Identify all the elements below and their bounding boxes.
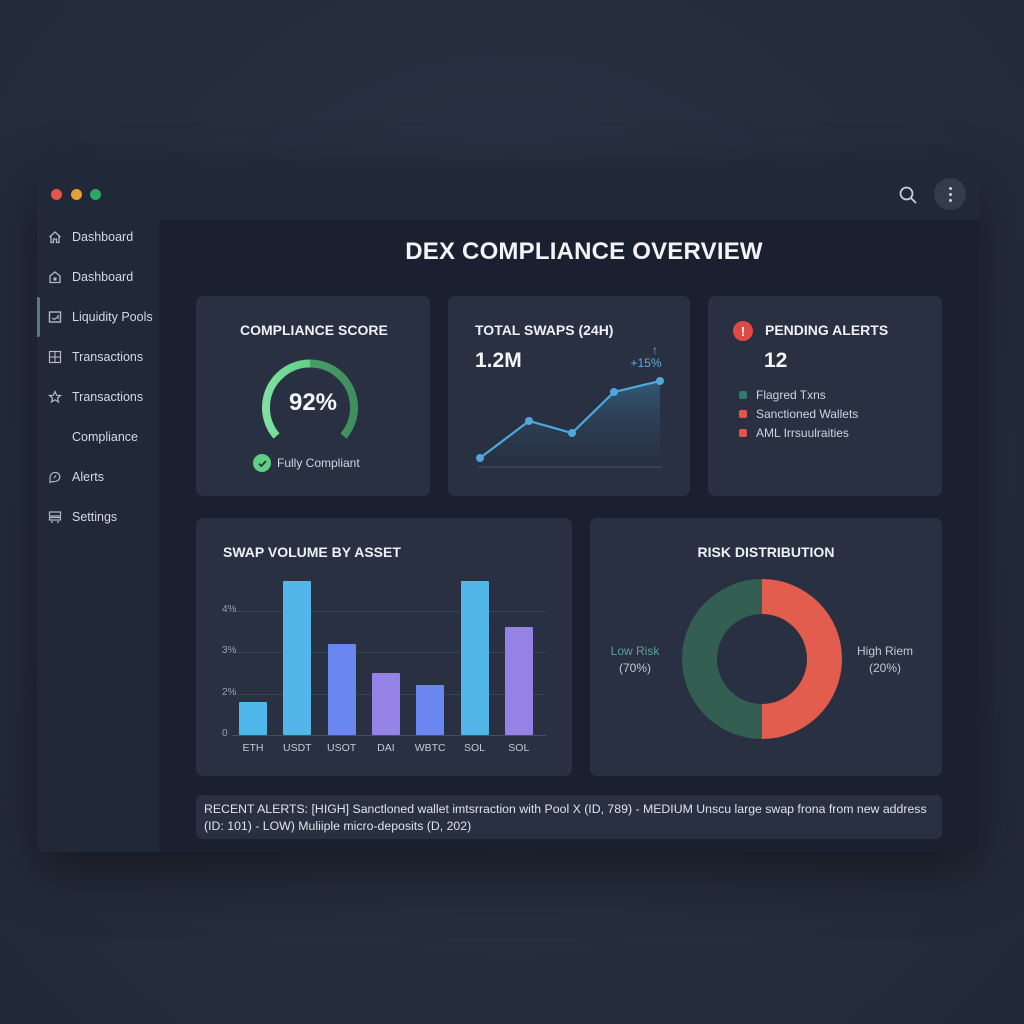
bar-usot[interactable] (327, 643, 356, 735)
sidebar-item-label: Dashboard (72, 270, 134, 284)
grid-icon (47, 349, 63, 365)
x-axis-label: SOL (463, 742, 485, 754)
compliance-status: Fully Compliant (253, 454, 360, 472)
gridline (232, 652, 546, 653)
alert-circle-icon: ! (733, 321, 753, 341)
more-vertical-icon-dot (948, 192, 952, 196)
low-risk-name: Low Risk (610, 644, 660, 658)
star-icon (47, 389, 63, 405)
sidebar-item-transactions-2[interactable]: Transactions (37, 382, 159, 412)
bar-wbtc[interactable] (416, 685, 445, 735)
sidebar-item-label: Transactions (72, 390, 144, 404)
total-swaps-value: 1.2M (475, 349, 522, 372)
x-axis-label: USOT (327, 742, 357, 754)
check-circle-icon (253, 454, 271, 472)
risk-donut-chart (682, 579, 842, 739)
pool-chart-icon (47, 309, 63, 325)
maximize-window-button[interactable] (90, 189, 101, 200)
more-options-button[interactable] (934, 178, 966, 210)
card-title: TOTAL SWAPS (24H) (475, 322, 614, 338)
alert-badge-icon (47, 469, 63, 485)
page-title: DEX COMPLIANCE OVERVIEW (405, 238, 763, 265)
legend-label: Flagred Txns (756, 388, 826, 402)
x-axis-label: SOL (508, 742, 530, 754)
legend-swatch (739, 391, 747, 399)
server-icon (47, 509, 63, 525)
swaps-delta: ↑ +15% (626, 344, 666, 370)
legend-item-flagged-txns: Flagred Txns (739, 388, 826, 402)
house-lock-icon (47, 269, 63, 285)
high-risk-label: High Riem (20%) (849, 643, 921, 677)
swap-volume-card: SWAP VOLUME BY ASSET 0 2% 3% 4% ETH USDT USOT D… (196, 518, 572, 776)
more-vertical-icon (948, 186, 952, 190)
search-button[interactable] (895, 182, 921, 208)
sidebar-item-compliance[interactable]: Compliance (37, 422, 159, 452)
search-icon (899, 186, 917, 204)
sidebar-item-alerts[interactable]: Alerts (37, 462, 159, 492)
pending-alerts-card: ! PENDING ALERTS 12 Flagred Txns Sanctio… (708, 296, 942, 496)
x-axis-label: DAI (377, 742, 395, 754)
gridline (232, 610, 546, 612)
legend-swatch (739, 429, 747, 437)
bar-eth[interactable] (239, 701, 267, 735)
legend-item-aml-irregularities: AML Irrsuulraities (739, 426, 849, 440)
sidebar-item-settings[interactable]: Settings (37, 502, 159, 532)
pending-alerts-count: 12 (764, 349, 788, 372)
bar-sol[interactable] (504, 627, 533, 735)
x-axis-label: WBTC (414, 742, 446, 754)
minimize-window-button[interactable] (71, 189, 82, 200)
title-bar (37, 168, 979, 220)
sidebar-item-liquidity-pools[interactable]: Liquidity Pools (37, 297, 159, 337)
bar-usdt[interactable] (283, 581, 312, 735)
y-axis-tick: 0 (222, 728, 228, 739)
y-axis-tick: 3% (222, 645, 237, 656)
y-axis-tick: 4% (222, 603, 237, 615)
compliance-score-card: COMPLIANCE SCORE 92% Fully Compliant (196, 296, 430, 496)
legend-item-sanctioned-wallets: Sanctioned Wallets (739, 407, 858, 421)
sidebar-item-label: Transactions (72, 350, 144, 364)
y-axis-tick: 2% (222, 686, 237, 698)
swaps-delta-value: +15% (630, 356, 662, 370)
compliance-gauge (262, 359, 358, 439)
compliance-score-value: 92% (288, 389, 338, 416)
sidebar-item-dashboard[interactable]: Dashboard (37, 222, 159, 252)
card-title: COMPLIANCE SCORE (240, 322, 388, 338)
swaps-sparkline (476, 377, 664, 468)
bar-sol[interactable] (460, 581, 489, 735)
high-risk-name: High Riem (856, 644, 913, 658)
card-title: SWAP VOLUME BY ASSET (223, 544, 401, 560)
low-risk-label: Low Risk (70%) (600, 643, 670, 677)
high-risk-value: (20%) (868, 661, 901, 675)
sidebar-item-transactions[interactable]: Transactions (37, 342, 159, 372)
home-icon (47, 229, 63, 245)
gridline (232, 735, 546, 736)
main-content: DEX COMPLIANCE OVERVIEW COMPLIANCE SCORE… (159, 220, 979, 852)
x-axis-label: USDT (283, 742, 312, 754)
sidebar-item-label: Alerts (72, 470, 104, 484)
close-window-button[interactable] (51, 189, 62, 200)
sidebar-item-label: Settings (72, 510, 118, 524)
sidebar-item-label: Compliance (72, 430, 139, 444)
sidebar-item-dashboard-2[interactable]: Dashboard (37, 262, 159, 292)
sidebar: Dashboard Dashboard Liquidity Pools Tran… (37, 220, 159, 852)
bar-dai[interactable] (371, 672, 400, 735)
card-title: RISK DISTRIBUTION (697, 544, 835, 560)
x-axis-label: ETH (242, 742, 264, 754)
total-swaps-card: TOTAL SWAPS (24H) 1.2M ↑ +15% (448, 296, 690, 496)
legend-label: AML Irrsuulraities (756, 426, 849, 440)
recent-alerts-ticker[interactable]: RECENT ALERTS: [HIGH] Sanctloned wallet … (196, 795, 942, 839)
more-vertical-icon-dot (948, 198, 952, 202)
legend-label: Sanctioned Wallets (756, 407, 859, 421)
sidebar-item-label: Dashboard (72, 230, 134, 244)
card-title: PENDING ALERTS (765, 322, 889, 338)
arrow-up-icon: ↑ (652, 343, 658, 357)
risk-distribution-card: RISK DISTRIBUTION Low Risk (70%) High Ri… (590, 518, 942, 776)
sidebar-item-label: Liquidity Pools (72, 310, 153, 324)
blank-icon (47, 429, 63, 445)
low-risk-value: (70%) (618, 661, 651, 675)
swap-volume-bar-chart: 0 2% 3% 4% ETH USDT USOT DAI WBTC SOL SOL (196, 518, 572, 776)
compliance-status-label: Fully Compliant (277, 456, 360, 470)
app-window: Dashboard Dashboard Liquidity Pools Tran… (37, 168, 979, 852)
legend-swatch (739, 410, 747, 418)
